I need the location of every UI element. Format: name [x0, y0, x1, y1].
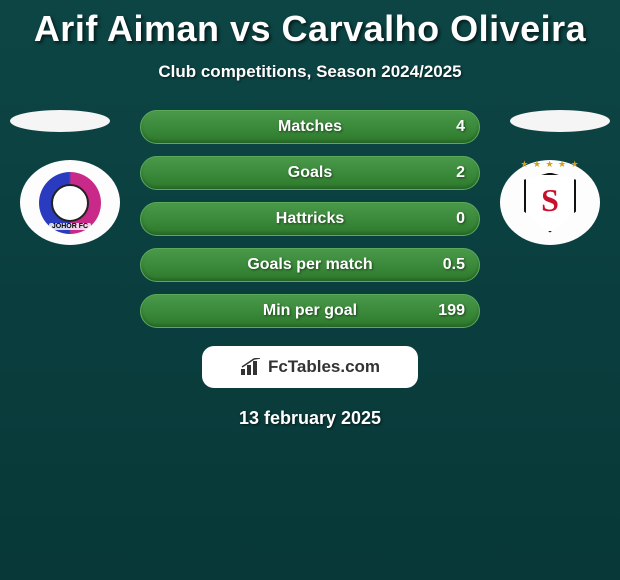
- stat-value: 2: [456, 164, 465, 182]
- stat-label: Goals: [288, 164, 332, 182]
- comparison-panel: JOHOR FC ★ ★ ★ ★ ★ S Matches 4 Goals 2 H…: [0, 110, 620, 429]
- bar-chart-icon: [240, 358, 262, 376]
- stat-label: Matches: [278, 118, 342, 136]
- club-right-letter: S: [541, 182, 559, 219]
- stat-value: 0.5: [443, 256, 465, 274]
- subtitle: Club competitions, Season 2024/2025: [0, 62, 620, 82]
- page-title: Arif Aiman vs Carvalho Oliveira: [0, 0, 620, 50]
- stat-row-matches: Matches 4: [140, 110, 480, 144]
- johor-fc-logo: JOHOR FC: [39, 172, 101, 234]
- pohang-logo: ★ ★ ★ ★ ★ S: [520, 169, 580, 237]
- club-badge-right: ★ ★ ★ ★ ★ S: [500, 160, 600, 245]
- club-left-short: JOHOR FC: [49, 223, 91, 230]
- player-slot-right: [510, 110, 610, 132]
- shield-icon: S: [524, 173, 576, 233]
- star-icon: ★ ★ ★ ★ ★: [520, 159, 579, 170]
- stat-value: 0: [456, 210, 465, 228]
- stat-value: 4: [456, 118, 465, 136]
- stat-row-goals-per-match: Goals per match 0.5: [140, 248, 480, 282]
- stat-label: Goals per match: [247, 256, 372, 274]
- stat-value: 199: [438, 302, 465, 320]
- stat-label: Min per goal: [263, 302, 357, 320]
- stat-label: Hattricks: [276, 210, 344, 228]
- stat-row-hattricks: Hattricks 0: [140, 202, 480, 236]
- club-badge-left: JOHOR FC: [20, 160, 120, 245]
- watermark-badge: FcTables.com: [202, 346, 418, 388]
- date-text: 13 february 2025: [0, 408, 620, 429]
- stat-row-min-per-goal: Min per goal 199: [140, 294, 480, 328]
- player-slot-left: [10, 110, 110, 132]
- stat-row-goals: Goals 2: [140, 156, 480, 190]
- watermark-text: FcTables.com: [268, 357, 380, 377]
